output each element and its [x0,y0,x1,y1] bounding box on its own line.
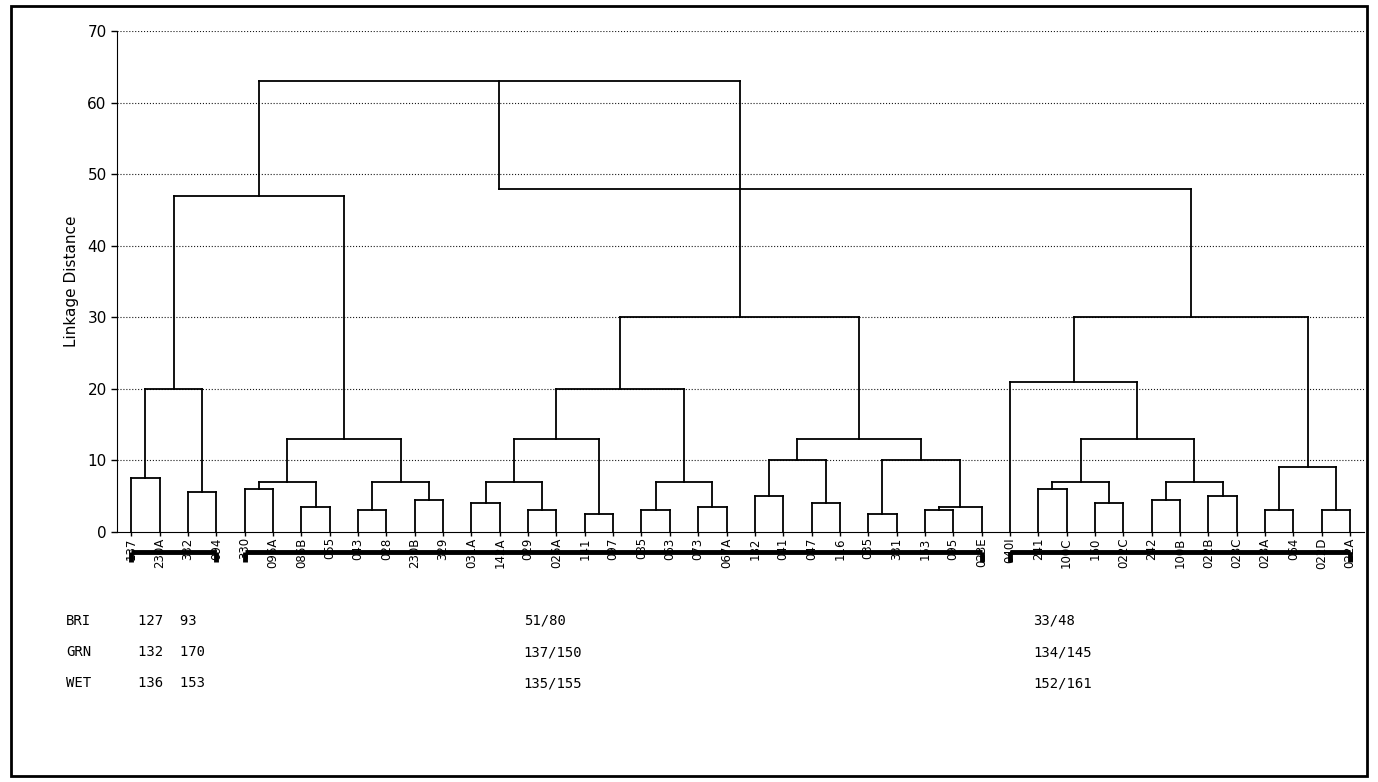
Text: 152/161: 152/161 [1034,676,1093,691]
Text: BRI: BRI [66,614,91,628]
Text: 134/145: 134/145 [1034,645,1093,659]
Text: GRN: GRN [66,645,91,659]
Text: 33/48: 33/48 [1034,614,1075,628]
Text: 51/80: 51/80 [524,614,565,628]
Text: 135/155: 135/155 [524,676,583,691]
Text: 137/150: 137/150 [524,645,583,659]
Text: 127  93: 127 93 [138,614,197,628]
Y-axis label: Linkage Distance: Linkage Distance [63,216,79,347]
Text: 136  153: 136 153 [138,676,205,691]
Text: WET: WET [66,676,91,691]
Text: 132  170: 132 170 [138,645,205,659]
